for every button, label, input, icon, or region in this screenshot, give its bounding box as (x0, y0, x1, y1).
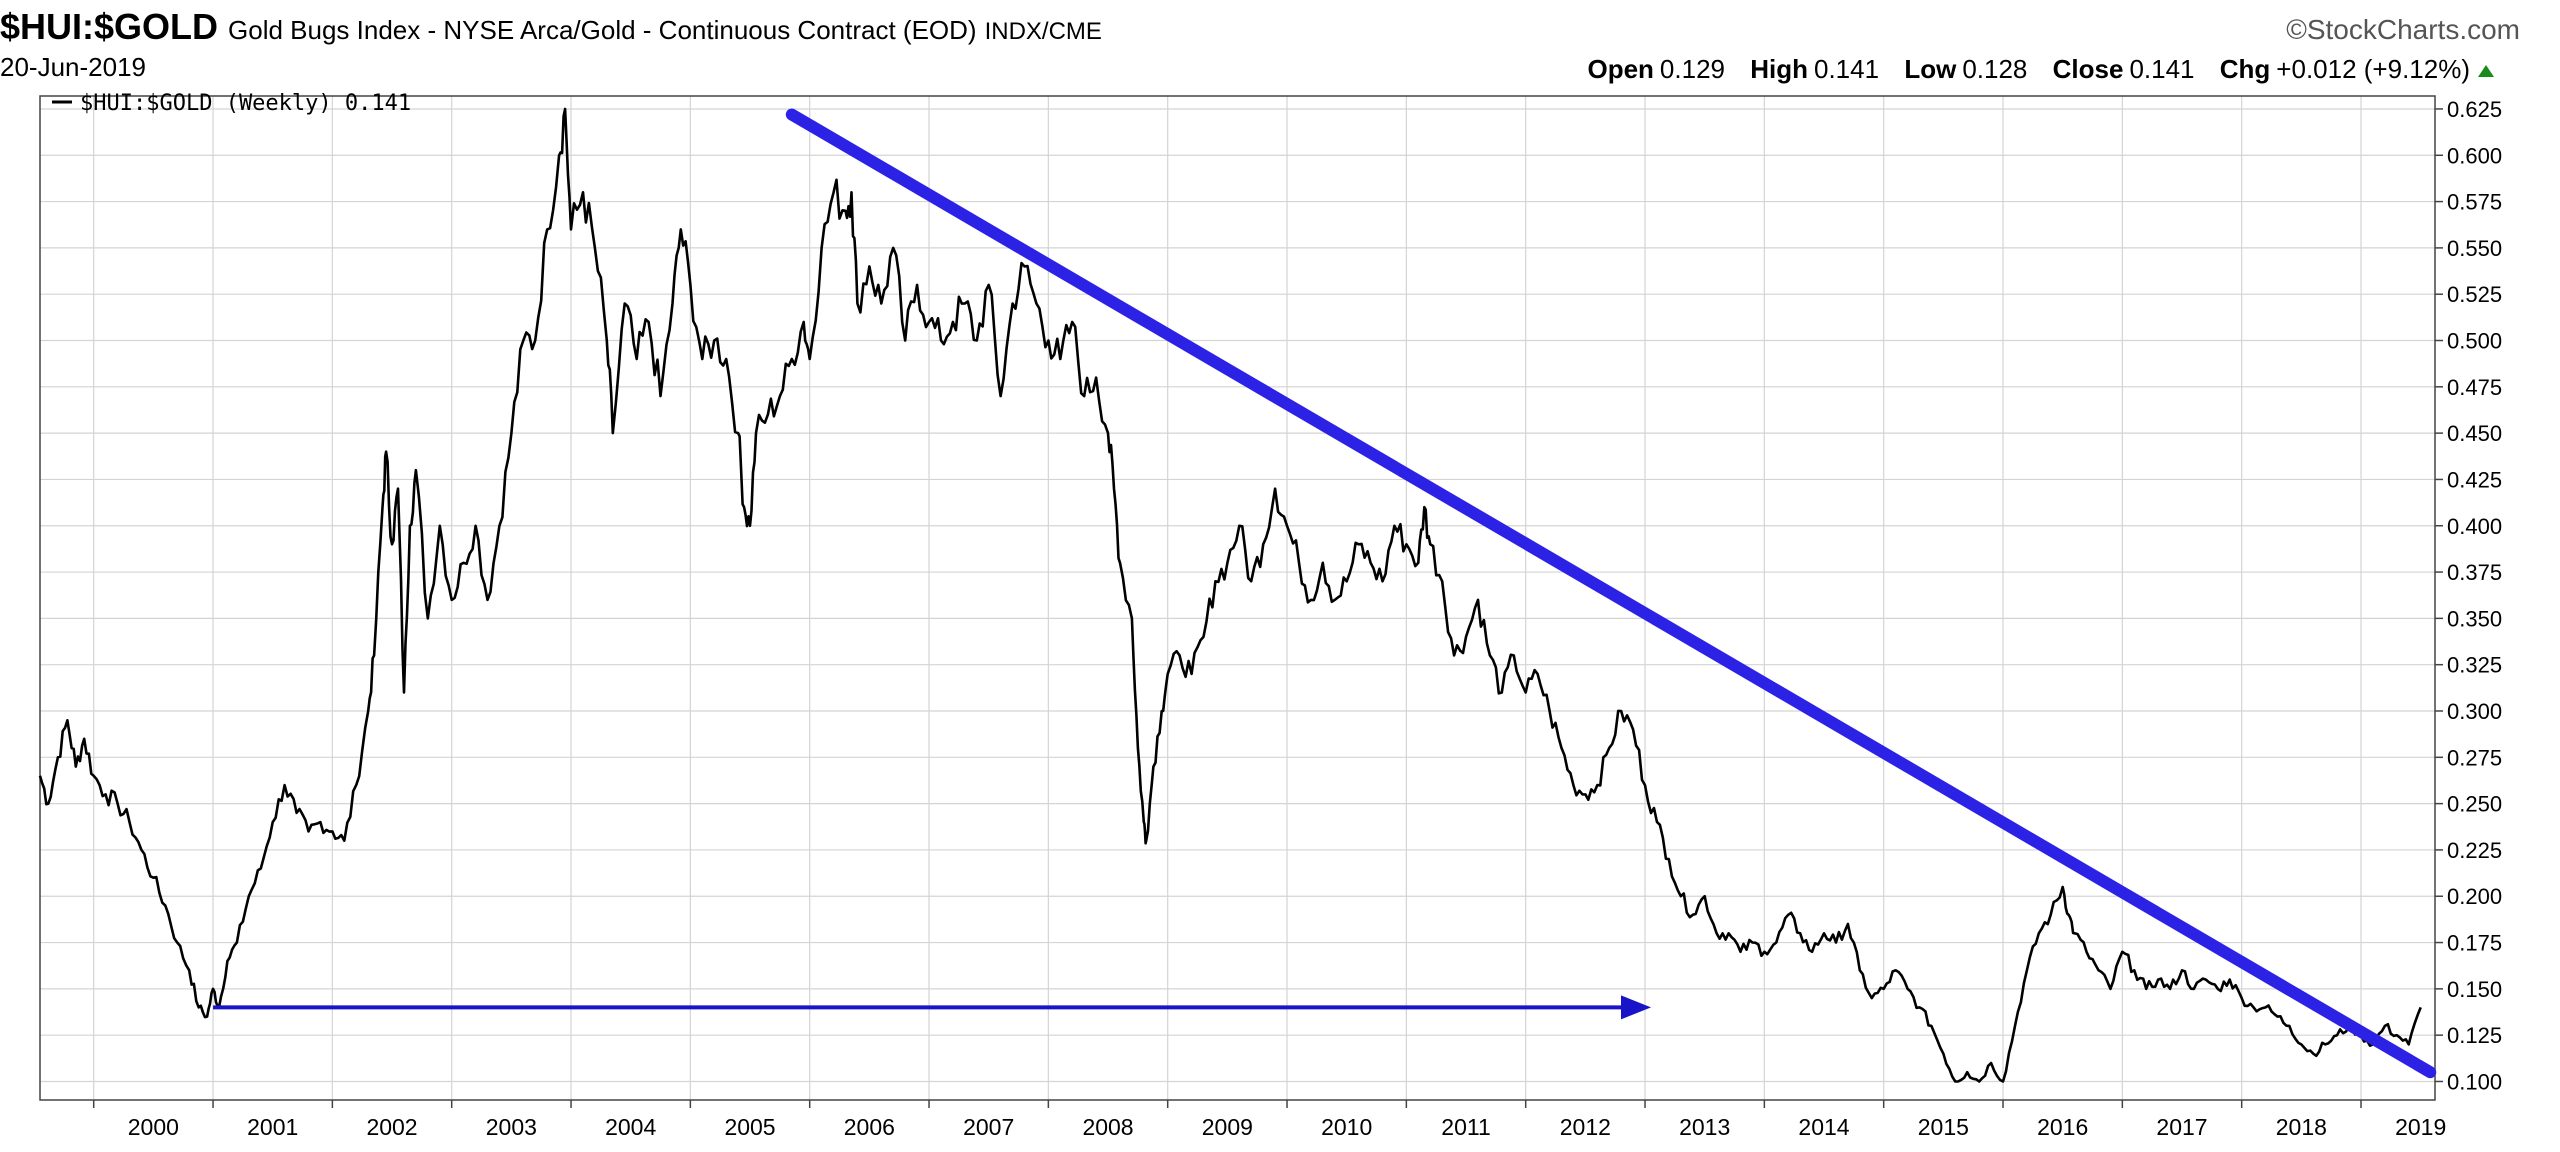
y-tick-label: 0.425 (2447, 467, 2502, 492)
symbol-description: Gold Bugs Index - NYSE Arca/Gold - Conti… (228, 15, 977, 45)
y-tick-label: 0.375 (2447, 560, 2502, 585)
arrow-head-icon (1620, 995, 1651, 1020)
y-tick-label: 0.525 (2447, 282, 2502, 307)
x-tick-label: 2007 (963, 1114, 1014, 1140)
x-tick-label: 2005 (724, 1114, 775, 1140)
symbol-title: $HUI:$GOLD (0, 6, 219, 47)
y-tick-label: 0.100 (2447, 1069, 2502, 1094)
x-tick-label: 2000 (128, 1114, 179, 1140)
x-tick-label: 2004 (605, 1114, 656, 1140)
x-tick-label: 2001 (247, 1114, 298, 1140)
x-tick-label: 2002 (366, 1114, 417, 1140)
low-value: 0.128 (1962, 54, 2028, 84)
open-label: Open (1587, 54, 1654, 84)
horizontal-arrow (213, 995, 1651, 1020)
high-value: 0.141 (1814, 54, 1880, 84)
y-tick-label: 0.150 (2447, 977, 2502, 1002)
up-arrow-icon (2478, 65, 2494, 78)
x-tick-label: 2006 (844, 1114, 895, 1140)
y-tick-label: 0.175 (2447, 931, 2502, 956)
y-tick-label: 0.325 (2447, 653, 2502, 678)
x-tick-label: 2012 (1560, 1114, 1611, 1140)
y-tick-label: 0.200 (2447, 884, 2502, 909)
gridlines (40, 96, 2435, 1100)
y-tick-label: 0.625 (2447, 97, 2502, 122)
y-tick-label: 0.250 (2447, 792, 2502, 817)
y-axis-ticks: 0.100 0.125 0.150 0.175 0.200 0.225 0.250 0.275… (2435, 97, 2502, 1094)
y-tick-label: 0.575 (2447, 190, 2502, 215)
brand-watermark: ©StockCharts.com (2286, 14, 2520, 45)
legend: $HUI:$GOLD (Weekly) 0.141 (52, 91, 411, 116)
y-tick-label: 0.450 (2447, 421, 2502, 446)
x-axis-ticks: 2000 2001 2002 2003 2004 2005 2006 2007 2008 2009… (92, 1100, 2446, 1140)
y-tick-label: 0.475 (2447, 375, 2502, 400)
chg-label: Chg (2219, 54, 2271, 84)
low-label: Low (1904, 54, 1957, 84)
x-tick-label: 2014 (1798, 1114, 1849, 1140)
x-tick-label: 2010 (1321, 1114, 1372, 1140)
legend-label: $HUI:$GOLD (Weekly) 0.141 (80, 91, 411, 116)
chart-date: 20-Jun-2019 (0, 52, 146, 82)
x-tick-label: 2018 (2276, 1114, 2327, 1140)
y-tick-label: 0.275 (2447, 745, 2502, 770)
y-tick-label: 0.400 (2447, 514, 2502, 539)
close-label: Close (2052, 54, 2124, 84)
x-tick-label: 2009 (1202, 1114, 1253, 1140)
price-line (38, 107, 2422, 1083)
chg-value: +0.012 (+9.12%) (2276, 54, 2470, 84)
y-tick-label: 0.300 (2447, 699, 2502, 724)
y-tick-label: 0.550 (2447, 236, 2502, 261)
y-tick-label: 0.125 (2447, 1023, 2502, 1048)
resistance-trend-line (785, 108, 2437, 1079)
title-row: $HUI:$GOLD Gold Bugs Index - NYSE Arca/Go… (0, 6, 1102, 48)
open-value: 0.129 (1659, 54, 1725, 84)
chart-header: $HUI:$GOLD Gold Bugs Index - NYSE Arca/Go… (0, 0, 2560, 96)
y-tick-label: 0.225 (2447, 838, 2502, 863)
exchange-label: INDX/CME (984, 18, 1102, 45)
x-tick-label: 2016 (2037, 1114, 2088, 1140)
x-tick-label: 2011 (1441, 1114, 1490, 1140)
x-tick-label: 2013 (1679, 1114, 1730, 1140)
ohlc-summary: Open 0.129 High 0.141 Low 0.128 Close 0.141 … (1569, 54, 2494, 85)
high-label: High (1750, 54, 1808, 84)
x-tick-label: 2019 (2395, 1114, 2446, 1140)
x-tick-label: 2017 (2156, 1114, 2207, 1140)
plot-frame (39, 95, 2436, 1101)
y-tick-label: 0.500 (2447, 329, 2502, 354)
y-tick-label: 0.350 (2447, 606, 2502, 631)
x-tick-label: 2008 (1082, 1114, 1133, 1140)
x-tick-label: 2015 (1918, 1114, 1969, 1140)
y-tick-label: 0.600 (2447, 143, 2502, 168)
close-value: 0.141 (2129, 54, 2195, 84)
x-tick-label: 2003 (486, 1114, 537, 1140)
